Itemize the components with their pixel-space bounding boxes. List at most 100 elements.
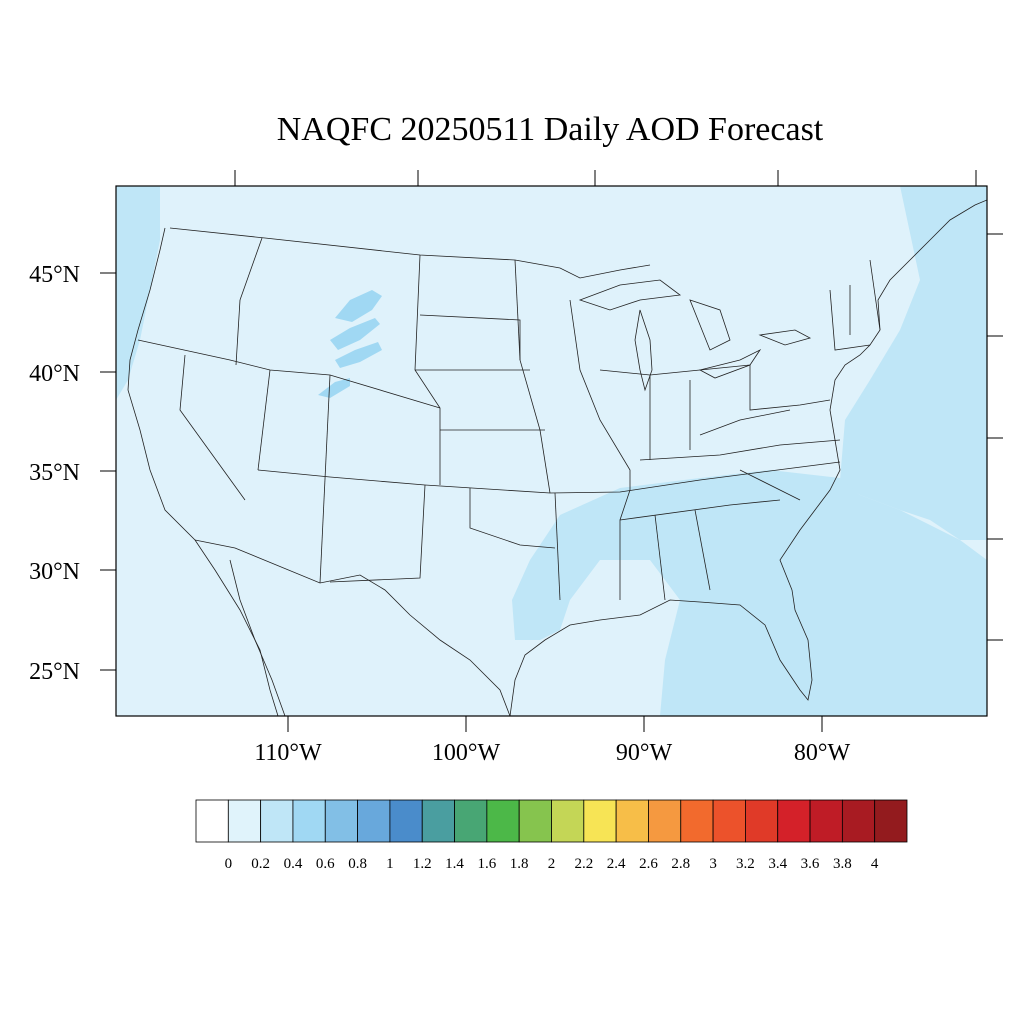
- us-mexico-border: [194, 539, 511, 716]
- colorbar-label: 3.8: [833, 856, 852, 872]
- state-line: [739, 469, 801, 501]
- colorbar-swatch: [421, 799, 455, 843]
- colorbar-swatch: [260, 799, 294, 843]
- state-line: [414, 254, 441, 485]
- state-line: [257, 369, 271, 471]
- state-line: [619, 499, 781, 521]
- lat-label: 30°N: [29, 559, 80, 585]
- colorbar-swatch: [324, 799, 358, 843]
- lake-superior: [578, 279, 682, 311]
- colorbar-label: 3.2: [736, 856, 755, 872]
- colorbar-label: 3.6: [801, 856, 820, 872]
- lon-label: 90°W: [616, 740, 673, 766]
- boundaries: [127, 199, 987, 716]
- colorbar-swatch: [357, 799, 391, 843]
- colorbar-swatch: [841, 799, 876, 843]
- state-line: [639, 439, 841, 461]
- state-line: [869, 259, 881, 331]
- colorbar-swatch: [874, 799, 908, 843]
- lat-labels: 45°N 40°N 35°N 30°N 25°N: [29, 262, 80, 685]
- colorbar-label: 0: [225, 856, 233, 872]
- aod-wyoming-patch-2: [330, 318, 380, 350]
- colorbar-label: 1.8: [510, 856, 529, 872]
- colorbar-swatch: [292, 799, 326, 843]
- lat-label: 45°N: [29, 262, 80, 288]
- lon-label: 80°W: [794, 740, 851, 766]
- bottom-ticks: [287, 716, 823, 732]
- colorbar-swatch: [809, 799, 843, 843]
- colorbar-label: 0.2: [251, 856, 270, 872]
- lon-labels: 110°W 100°W 90°W 80°W: [254, 740, 850, 766]
- state-line: [179, 354, 246, 501]
- aod-wyoming-patch-1: [335, 290, 382, 322]
- baja-coastline: [229, 559, 286, 716]
- state-line: [599, 364, 751, 376]
- colorbar: 0 0.2 0.4 0.6 0.8 1 1.2 1.4 1.6 1.8 2 2.2 2.4 2.6 2.8 3…: [195, 799, 908, 872]
- lake-michigan: [634, 309, 653, 392]
- colorbar-label: 1: [386, 856, 394, 872]
- colorbar-swatch: [195, 799, 229, 843]
- state-line: [319, 374, 331, 584]
- aod-gulf-band: [512, 470, 987, 716]
- colorbar-label: 3: [709, 856, 717, 872]
- colorbar-swatch: [454, 799, 488, 843]
- top-ticks: [234, 170, 977, 186]
- state-line: [829, 289, 871, 351]
- colorbar-label: 0.4: [284, 856, 303, 872]
- colorbar-label: 2.2: [574, 856, 593, 872]
- state-line: [239, 237, 263, 301]
- us-canada-border: [169, 227, 651, 279]
- colorbar-label: 1.2: [413, 856, 432, 872]
- colorbar-swatch: [777, 799, 811, 843]
- colorbar-label: 1.4: [445, 856, 464, 872]
- colorbar-swatch: [486, 799, 520, 843]
- colorbar-label: 2.4: [607, 856, 626, 872]
- state-line: [514, 259, 521, 361]
- aod-atlantic-band: [840, 186, 987, 540]
- lat-label: 25°N: [29, 659, 80, 685]
- state-line: [329, 484, 426, 583]
- colorbar-swatch: [518, 799, 552, 843]
- colorbar-swatch: [389, 799, 423, 843]
- lon-label: 110°W: [254, 740, 322, 766]
- lat-label: 40°N: [29, 361, 80, 387]
- state-line: [569, 299, 631, 490]
- colorbar-label: 2.8: [671, 856, 690, 872]
- right-ticks: [987, 233, 1003, 641]
- left-ticks: [100, 272, 116, 671]
- state-line: [694, 509, 711, 591]
- state-line: [654, 514, 666, 601]
- state-line: [235, 299, 241, 366]
- lake-erie: [698, 348, 762, 379]
- aod-pacific-band: [116, 186, 160, 400]
- map-title: NAQFC 20250511 Daily AOD Forecast: [276, 111, 824, 148]
- colorbar-swatch: [745, 799, 779, 843]
- colorbar-swatch: [227, 799, 262, 843]
- colorbar-label: 2.6: [639, 856, 658, 872]
- lake-huron: [689, 299, 731, 351]
- lake-ontario: [758, 329, 812, 346]
- colorbar-swatch: [583, 799, 617, 843]
- plot-frame: [115, 185, 988, 717]
- aod-wyoming-patch-4: [318, 378, 350, 398]
- colorbar-label: 0.8: [348, 856, 367, 872]
- colorbar-swatch: [712, 799, 746, 843]
- atlantic-coastline: [779, 199, 987, 591]
- colorbar-swatch: [551, 799, 585, 843]
- colorbar-label: 3.4: [768, 856, 787, 872]
- colorbar-label: 0.6: [316, 856, 335, 872]
- state-line: [749, 365, 831, 411]
- aod-wyoming-patch-3: [335, 342, 382, 368]
- colorbar-swatch: [615, 799, 649, 843]
- state-line: [554, 492, 561, 601]
- lon-label: 100°W: [432, 740, 501, 766]
- colorbar-swatch: [648, 799, 682, 843]
- aod-field: [116, 186, 987, 716]
- lat-label: 35°N: [29, 460, 80, 486]
- colorbar-label: 1.6: [477, 856, 496, 872]
- state-line: [699, 409, 791, 436]
- colorbar-label: 4: [871, 856, 879, 872]
- state-line: [469, 488, 556, 549]
- colorbar-label: 2: [548, 856, 556, 872]
